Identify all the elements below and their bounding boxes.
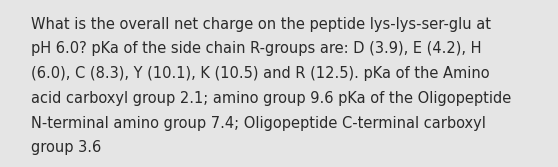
Text: (6.0), C (8.3), Y (10.1), K (10.5) and R (12.5). pKa of the Amino: (6.0), C (8.3), Y (10.1), K (10.5) and R…	[31, 66, 489, 81]
Text: What is the overall net charge on the peptide lys-lys-ser-glu at: What is the overall net charge on the pe…	[31, 17, 490, 32]
Text: acid carboxyl group 2.1; amino group 9.6 pKa of the Oligopeptide: acid carboxyl group 2.1; amino group 9.6…	[31, 91, 511, 106]
Text: N-terminal amino group 7.4; Oligopeptide C-terminal carboxyl: N-terminal amino group 7.4; Oligopeptide…	[31, 116, 485, 131]
Text: pH 6.0? pKa of the side chain R-groups are: D (3.9), E (4.2), H: pH 6.0? pKa of the side chain R-groups a…	[31, 41, 481, 56]
Text: group 3.6: group 3.6	[31, 140, 101, 155]
